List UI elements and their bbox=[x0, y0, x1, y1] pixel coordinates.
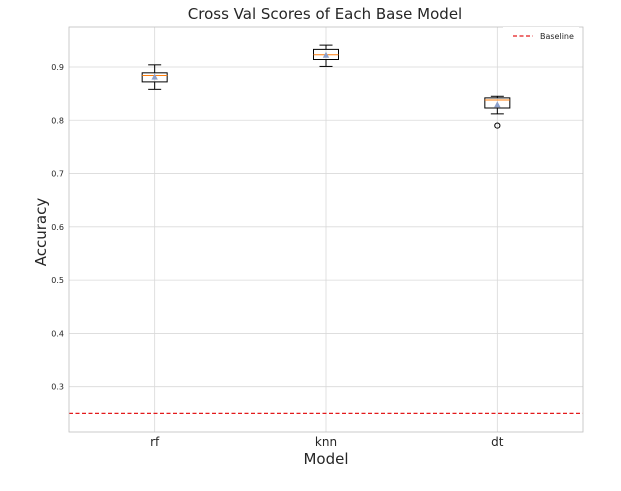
plot-frame bbox=[68, 26, 584, 433]
box-knn bbox=[313, 44, 339, 67]
x-axis-label: Model bbox=[303, 450, 348, 468]
y-tick-label: 0.6 bbox=[51, 223, 64, 232]
legend: Baseline bbox=[503, 27, 579, 45]
mean-marker bbox=[494, 101, 501, 108]
y-axis-label: Accuracy bbox=[32, 198, 50, 267]
box-dt bbox=[484, 95, 511, 129]
y-tick-label: 0.3 bbox=[51, 383, 64, 392]
grid-lines bbox=[69, 27, 583, 432]
x-tick-label-rf: rf bbox=[150, 435, 160, 449]
boxes bbox=[141, 44, 511, 129]
mean-marker bbox=[151, 73, 158, 80]
x-tick-label-dt: dt bbox=[491, 435, 504, 449]
y-tick-labels: 0.3 0.4 0.5 0.6 0.7 0.8 0.9 bbox=[51, 63, 64, 392]
y-tick-label: 0.7 bbox=[51, 170, 64, 179]
y-tick-label: 0.9 bbox=[51, 63, 64, 72]
legend-box bbox=[503, 27, 579, 45]
y-tick-label: 0.4 bbox=[51, 329, 64, 338]
mean-marker bbox=[322, 51, 330, 58]
y-tick-label: 0.8 bbox=[51, 116, 64, 125]
iqr-box bbox=[141, 72, 168, 83]
iqr-box bbox=[484, 97, 511, 109]
y-tick-label: 0.5 bbox=[51, 276, 64, 285]
legend-baseline-label: Baseline bbox=[540, 32, 574, 41]
outlier-point bbox=[494, 122, 501, 129]
x-tick-labels: rf knn dt bbox=[150, 435, 504, 449]
x-tick-label-knn: knn bbox=[315, 435, 337, 449]
box-rf bbox=[141, 64, 168, 90]
chart-title: Cross Val Scores of Each Base Model bbox=[188, 5, 462, 23]
